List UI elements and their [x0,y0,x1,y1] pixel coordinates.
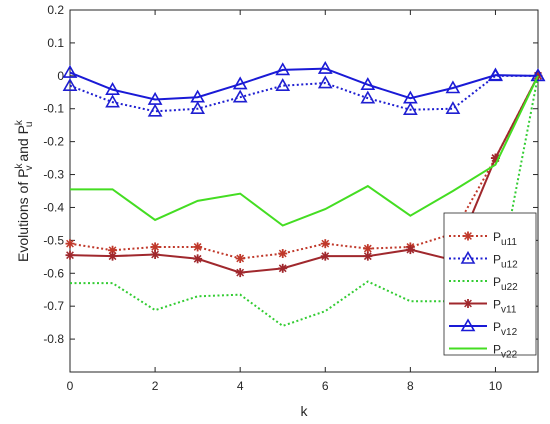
y-tick-label: -0.5 [43,233,64,247]
legend-label: Pu22 [493,275,518,293]
data-point-v12 [62,64,78,78]
y-tick-label: -0.1 [43,102,64,116]
data-point-u12 [62,78,78,91]
data-point-v12 [275,62,291,76]
data-point-u12 [275,78,291,91]
data-point-u11 [320,239,330,249]
legend-item-v11: Pv11 [449,298,517,316]
y-tick-label: -0.2 [43,135,64,149]
series-layer [62,60,546,328]
legend-marker [463,299,473,308]
series-v12 [62,60,546,105]
data-point-v12 [105,82,120,95]
data-point-u11 [65,239,75,249]
legend-item-u22: Pu22 [449,275,518,293]
x-tick-label: 2 [152,379,159,393]
data-point-u11 [193,242,203,252]
legend-label: Pu12 [493,253,518,271]
y-tick-label: -0.7 [43,299,64,313]
legend: Pu11 Pu12 Pu22 Pv11 Pv12 Pv22 [443,212,537,361]
data-point-v11 [320,251,330,261]
y-tick-label: -0.3 [43,168,64,182]
x-tick-label: 0 [67,379,74,393]
data-point-u12 [232,89,248,103]
data-point-v11 [363,251,373,261]
data-point-v12 [360,77,376,91]
y-tick-label: -0.4 [43,200,64,214]
x-tick-label: 6 [322,379,329,393]
data-point-v12 [147,91,163,105]
series-v22 [70,75,539,227]
legend-label: Pv12 [493,320,518,338]
data-point-v12 [232,76,248,90]
y-tick-label: 0 [57,69,64,83]
legend-item-u12: Pu12 [449,250,518,271]
data-point-v11 [150,250,160,260]
data-point-v11 [405,245,415,255]
axis-ticks: 0 2 4 6 8 10 0.2 0.1 0 -0.1 -0.2 -0.3 -0.4 -0.5 -0.6 -0… [43,3,538,393]
data-point-v12 [488,67,503,81]
data-point-u12 [445,101,461,115]
data-point-v11 [108,251,118,261]
x-axis-label: k [301,403,309,419]
data-point-v11 [65,250,75,260]
data-point-u12 [402,102,418,116]
data-point-u11 [363,244,373,254]
data-point-u11 [278,249,288,259]
data-point-v11 [193,254,203,264]
legend-marker [463,231,473,241]
legend-item-v12: Pv12 [449,318,518,338]
data-point-v12 [445,80,461,94]
data-point-u12 [190,101,206,115]
y-tick-label: -0.6 [43,266,64,280]
legend-marker [460,318,476,332]
data-point-u12 [105,94,120,108]
legend-label: Pv22 [493,343,518,361]
y-tick-label: -0.8 [43,332,64,346]
data-point-v12 [402,90,418,104]
legend-label: Pv11 [493,298,517,316]
legend-item-u11: Pu11 [449,230,517,248]
series-u12 [62,68,546,117]
y-tick-label: 0.2 [47,3,64,17]
y-tick-label: 0.1 [47,36,64,50]
data-point-u11 [235,253,245,263]
data-point-v12 [190,89,206,103]
x-tick-label: 8 [407,379,414,393]
y-axis-label: Evolutions of Pkv and Pku [14,119,35,262]
legend-item-v22: Pv22 [449,343,518,361]
data-point-v12 [317,60,333,74]
data-point-v11 [235,268,245,278]
data-point-v12 [530,68,546,82]
series-line-v12 [69,67,539,101]
legend-label: Pu11 [493,230,517,248]
data-point-u12 [317,75,333,89]
series-line-u12 [69,74,538,113]
x-tick-label: 10 [489,379,503,393]
data-point-u12 [147,103,163,117]
data-point-u12 [360,90,376,104]
data-point-u11 [150,242,160,252]
legend-box [443,212,537,356]
x-tick-label: 4 [237,379,244,393]
series-line-v22 [70,75,539,227]
legend-marker [460,250,476,264]
data-point-v11 [278,263,288,273]
